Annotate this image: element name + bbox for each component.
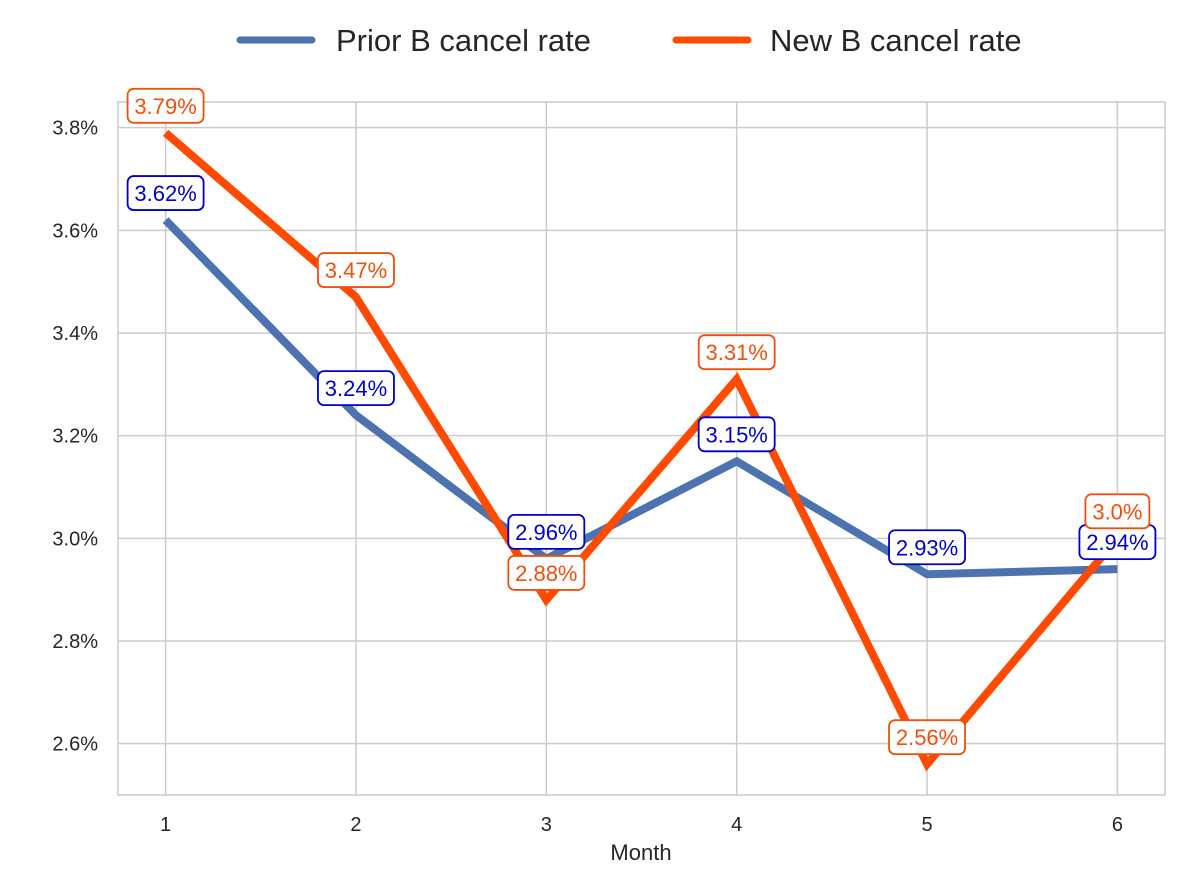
x-tick-label: 4 bbox=[731, 814, 742, 836]
gridlines bbox=[118, 102, 1165, 795]
x-tick-label: 3 bbox=[541, 814, 552, 836]
data-label-text: 3.24% bbox=[325, 376, 387, 401]
x-tick-label: 2 bbox=[350, 814, 361, 836]
data-label-box bbox=[126, 87, 205, 124]
data-label-box bbox=[888, 719, 966, 756]
data-label-text: 3.0% bbox=[1092, 499, 1142, 524]
data-label: 3.79% bbox=[126, 87, 205, 124]
legend-label-prior: Prior B cancel rate bbox=[336, 23, 591, 58]
data-label-box bbox=[317, 252, 395, 288]
series-line-new bbox=[162, 129, 1121, 772]
series-lines bbox=[162, 129, 1121, 772]
data-label-box bbox=[1084, 493, 1151, 530]
x-tick-label: 5 bbox=[921, 814, 932, 836]
y-tick-label: 3.2% bbox=[52, 426, 98, 448]
data-label-text: 2.93% bbox=[896, 535, 958, 560]
data-label-text: 2.94% bbox=[1086, 530, 1148, 555]
data-labels: 3.62% 3.24% 2.96% 3.15% 2.93% 2.94% 3.79% 3.47%… bbox=[126, 87, 1157, 756]
data-label: 2.96% bbox=[507, 513, 586, 550]
data-label: 3.24% bbox=[317, 370, 395, 407]
data-label: 2.56% bbox=[888, 719, 966, 756]
x-tick-label: 6 bbox=[1112, 814, 1123, 836]
x-axis-label: Month bbox=[610, 840, 671, 865]
y-tick-label: 2.8% bbox=[52, 631, 98, 653]
data-label: 2.94% bbox=[1078, 524, 1157, 561]
data-label-box bbox=[317, 370, 395, 407]
data-label: 3.31% bbox=[697, 334, 776, 371]
data-label-text: 3.62% bbox=[134, 181, 196, 206]
plot-frame bbox=[117, 101, 1166, 796]
y-tick-label: 3.8% bbox=[52, 118, 98, 140]
y-tick-label: 3.4% bbox=[52, 323, 98, 345]
data-label-text: 3.31% bbox=[705, 340, 767, 365]
data-label-text: 2.96% bbox=[515, 520, 577, 545]
data-label: 3.62% bbox=[126, 175, 205, 211]
series-line-prior bbox=[162, 217, 1118, 579]
data-label-text: 3.15% bbox=[705, 422, 767, 447]
data-label-box bbox=[126, 175, 205, 211]
data-label: 3.47% bbox=[317, 252, 395, 288]
data-label-box bbox=[507, 555, 586, 591]
data-label-text: 2.56% bbox=[896, 725, 958, 750]
data-label-text: 2.88% bbox=[515, 561, 577, 586]
data-label-box bbox=[507, 513, 586, 550]
y-tick-label: 3.0% bbox=[52, 528, 98, 550]
data-label: 2.93% bbox=[888, 529, 966, 566]
data-label-box bbox=[888, 529, 966, 566]
data-label: 2.88% bbox=[507, 555, 586, 591]
y-axis-ticks: 2.6% 2.8% 3.0% 3.2% 3.4% 3.6% 3.8% bbox=[52, 118, 98, 756]
data-label: 3.0% bbox=[1084, 493, 1151, 530]
x-tick-label: 1 bbox=[160, 814, 171, 836]
y-tick-label: 2.6% bbox=[52, 734, 98, 756]
data-label-text: 3.47% bbox=[325, 258, 387, 283]
data-label: 3.15% bbox=[697, 416, 776, 453]
y-tick-label: 3.6% bbox=[52, 220, 98, 242]
data-label-box bbox=[697, 334, 776, 371]
legend-label-new: New B cancel rate bbox=[770, 23, 1022, 58]
data-label-box bbox=[697, 416, 776, 453]
legend: Prior B cancel rate New B cancel rate bbox=[236, 23, 1022, 58]
data-label-text: 3.79% bbox=[134, 94, 196, 119]
x-axis-ticks: 1 2 3 4 5 6 bbox=[160, 814, 1123, 836]
